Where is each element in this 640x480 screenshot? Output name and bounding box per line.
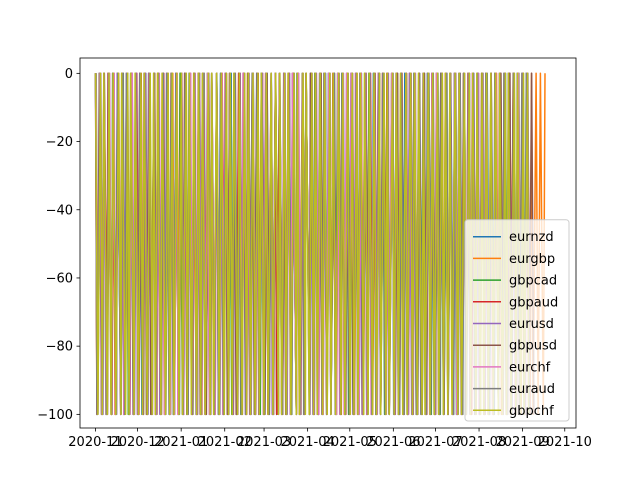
x-axis: 2020-112020-122021-012021-022021-032021-… <box>68 428 592 450</box>
x-tick-label: 2021-05 <box>323 435 377 450</box>
x-tick-label: 2021-10 <box>538 435 592 450</box>
y-tick-label: −80 <box>46 340 73 355</box>
x-tick-label: 2020-11 <box>68 435 122 450</box>
series-line-gbpchf <box>94 72 530 416</box>
legend-label-gbpchf: gbpchf <box>509 404 554 419</box>
legend-label-gbpcad: gbpcad <box>509 274 557 289</box>
y-axis: 0 −20 −40 −60 −80 −100 <box>37 67 80 423</box>
x-tick-label: 2021-01 <box>154 435 208 450</box>
x-tick-label: 2021-03 <box>237 435 291 450</box>
y-tick-label: −60 <box>46 271 73 286</box>
legend-label-euraud: euraud <box>509 382 555 397</box>
series-layer <box>94 72 546 416</box>
legend-label-eurchf: eurchf <box>509 360 551 375</box>
x-tick-label: 2021-06 <box>366 435 420 450</box>
legend-label-gbpaud: gbpaud <box>509 295 558 310</box>
x-tick-label: 2020-12 <box>110 435 164 450</box>
x-tick-label: 2021-08 <box>452 435 506 450</box>
legend-label-gbpusd: gbpusd <box>509 339 557 354</box>
legend: eurnzd eurgbp gbpcad gbpaud eurusd gbpusd eurc… <box>464 219 570 422</box>
y-tick-label: −40 <box>46 203 73 218</box>
y-tick-label: −100 <box>37 408 73 423</box>
y-tick-label: −20 <box>46 135 73 150</box>
legend-box <box>464 219 570 422</box>
x-tick-label: 2021-02 <box>198 435 252 450</box>
plot-area-frame <box>79 57 577 429</box>
x-tick-label: 2021-09 <box>495 435 549 450</box>
legend-label-eurgbp: eurgbp <box>509 252 555 267</box>
x-tick-label: 2021-07 <box>408 435 462 450</box>
legend-label-eurnzd: eurnzd <box>509 230 554 245</box>
legend-label-eurusd: eurusd <box>509 317 554 332</box>
y-tick-label: 0 <box>65 67 73 82</box>
x-tick-label: 2021-04 <box>280 435 334 450</box>
